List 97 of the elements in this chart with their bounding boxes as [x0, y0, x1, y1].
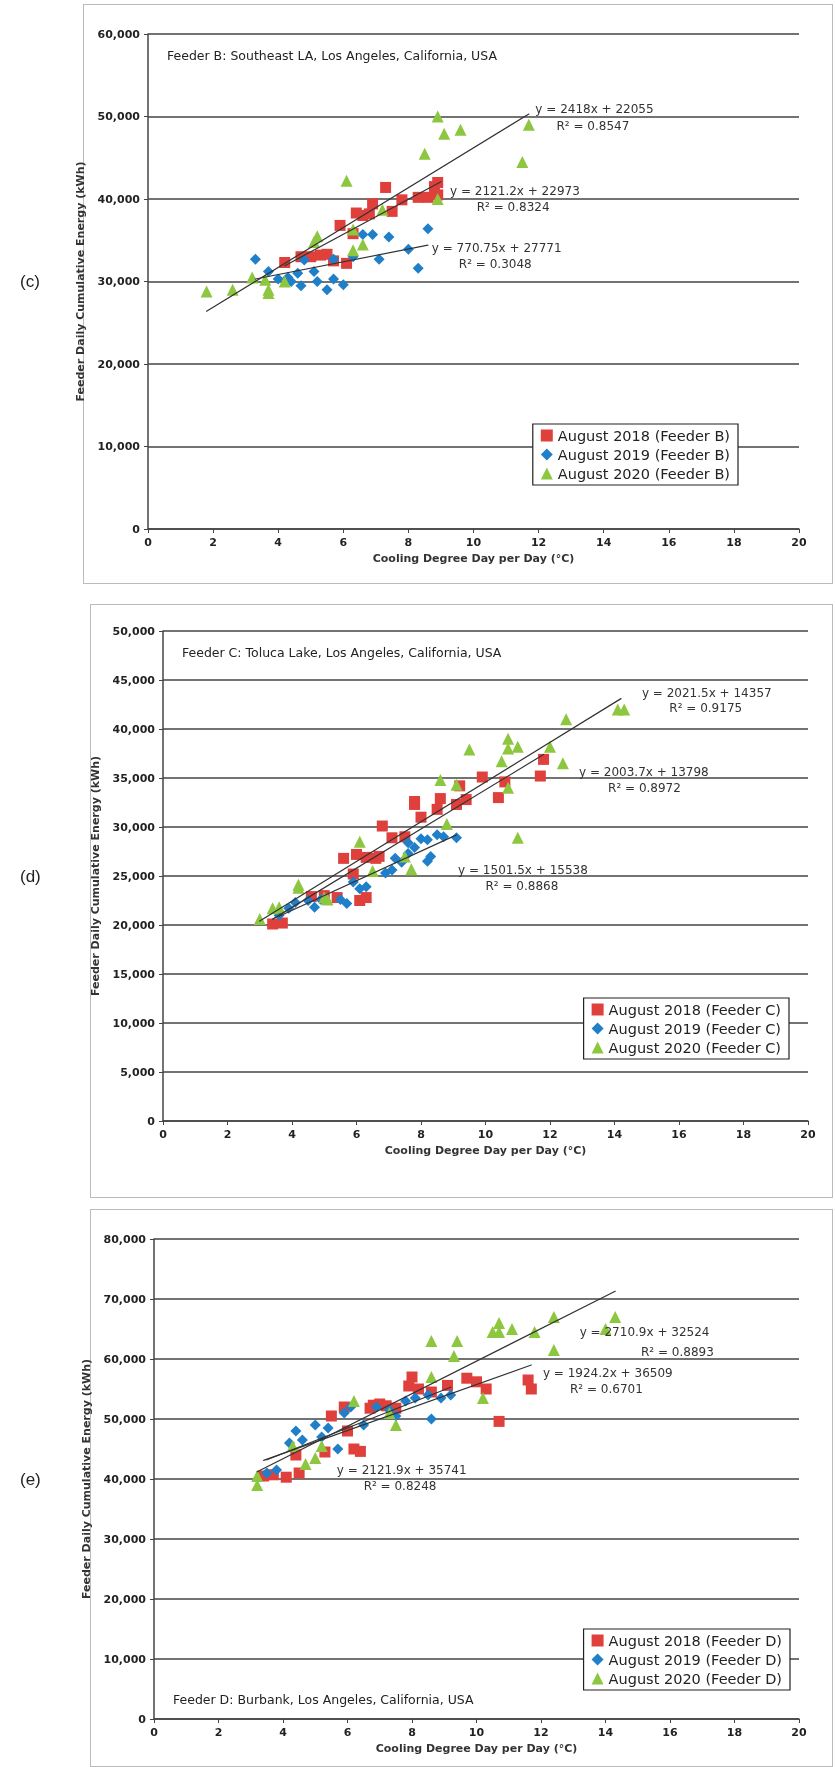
x-axis-title: Cooling Degree Day per Day (°C): [384, 1143, 587, 1157]
y-tick-label: 40,000: [97, 192, 141, 206]
x-tick-label: 2: [223, 1128, 232, 1141]
y-tick-label: 20,000: [97, 357, 141, 371]
legend-label: August 2020 (Feeder B): [557, 465, 731, 482]
annotation: R² = 0.3048: [458, 257, 532, 272]
x-tick-label: 14: [597, 1726, 614, 1739]
x-tick-label: 18: [726, 1726, 743, 1739]
annotation: y = 2003.7x + 13798: [579, 765, 709, 780]
x-tick-label: 2: [209, 536, 217, 549]
annotation: y = 770.75x + 27771: [431, 241, 562, 256]
annotation: R² = 0.8893: [640, 1344, 714, 1359]
legend-label: August 2018 (Feeder B): [557, 427, 731, 444]
x-tick-label: 10: [468, 1726, 485, 1739]
annotation: R² = 0.9175: [669, 701, 743, 716]
y-tick-label: 60,000: [103, 1352, 147, 1366]
x-tick-label: 14: [596, 536, 612, 549]
text: Feeder C: Toluca Lake, Los Angeles, California, USA: [182, 645, 502, 660]
legend-label: August 2019 (Feeder C): [608, 1020, 781, 1037]
text: Feeder D: Burbank, Los Angeles, California, USA: [173, 1692, 474, 1707]
legend-label: August 2019 (Feeder D): [608, 1651, 783, 1668]
annotation: R² = 0.8324: [476, 200, 550, 214]
x-tick-label: 12: [530, 536, 547, 549]
x-tick-label: 14: [606, 1128, 623, 1141]
annotation: y = 2710.9x + 32524: [579, 1325, 710, 1339]
x-tick-label: 16: [661, 536, 677, 549]
y-tick-label: 10,000: [97, 440, 141, 453]
annotation: R² = 0.8972: [608, 781, 681, 795]
y-tick-label: 20,000: [112, 918, 156, 932]
annotation: R² = 0.8868: [485, 879, 559, 893]
y-tick-label: 45,000: [112, 673, 156, 687]
x-tick-label: 4: [288, 1128, 297, 1141]
annotation: R² = 0.8547: [556, 118, 630, 133]
legend-label: August 2020 (Feeder C): [608, 1039, 781, 1056]
y-tick-label: 0: [138, 1712, 147, 1726]
x-tick-label: 8: [404, 536, 413, 549]
x-tick-label: 18: [735, 1128, 752, 1141]
x-tick-label: 16: [671, 1128, 687, 1141]
x-tick-label: 4: [279, 1726, 288, 1739]
y-tick-label: 10,000: [112, 1016, 156, 1030]
text: (e): [20, 1469, 41, 1489]
legend-label: August 2020 (Feeder D): [608, 1670, 783, 1687]
y-tick-label: 5,000: [120, 1065, 156, 1079]
annotation: y = 1501.5x + 15538: [458, 863, 588, 878]
x-tick-label: 12: [542, 1128, 558, 1141]
y-tick-label: 30,000: [97, 275, 141, 288]
x-axis-title: Cooling Degree Day per Day (°C): [375, 1741, 578, 1755]
x-tick-label: 18: [726, 536, 742, 549]
annotation: y = 2121.9x + 35741: [336, 1463, 467, 1477]
x-tick-label: 12: [533, 1726, 549, 1739]
text: Feeder B: Southeast LA, Los Angeles, California, USA: [167, 48, 498, 63]
y-tick-label: 0: [147, 1114, 156, 1128]
legend-label: August 2019 (Feeder B): [557, 446, 731, 463]
text: (c): [20, 272, 40, 291]
y-tick-label: 35,000: [112, 771, 156, 785]
x-tick-label: 20: [800, 1128, 816, 1141]
y-axis-title: Feeder Daily Cumulative Energy (kWh): [89, 756, 102, 996]
x-axis-title: Cooling Degree Day per Day (°C): [372, 551, 575, 565]
x-tick-label: 6: [352, 1128, 361, 1141]
y-tick-label: 0: [132, 522, 141, 536]
annotation: y = 2021.5x + 14357: [641, 686, 772, 701]
y-axis-title: Feeder Daily Cumulative Energy (kWh): [74, 161, 87, 402]
x-tick-label: 0: [159, 1128, 168, 1141]
annotation: R² = 0.8248: [363, 1479, 437, 1494]
x-tick-label: 20: [791, 1726, 807, 1739]
y-tick-label: 50,000: [97, 110, 141, 123]
y-tick-label: 80,000: [103, 1232, 147, 1246]
x-tick-label: 8: [408, 1726, 416, 1739]
y-tick-label: 60,000: [97, 27, 141, 41]
x-tick-label: 2: [214, 1726, 223, 1739]
x-tick-label: 8: [417, 1128, 425, 1141]
text: (d): [20, 866, 41, 886]
x-tick-label: 10: [465, 536, 482, 549]
y-tick-label: 30,000: [112, 820, 156, 834]
x-tick-label: 10: [477, 1128, 494, 1141]
x-tick-label: 6: [343, 1726, 352, 1739]
y-tick-label: 15,000: [112, 967, 156, 981]
y-tick-label: 25,000: [112, 869, 156, 883]
annotation: y = 2418x + 22055: [535, 102, 654, 117]
y-tick-label: 40,000: [103, 1472, 147, 1486]
y-tick-label: 50,000: [103, 1412, 147, 1426]
y-tick-label: 50,000: [112, 624, 156, 638]
x-tick-label: 6: [339, 536, 348, 549]
y-axis-title: Feeder Daily Cumulative Energy (kWh): [80, 1359, 93, 1599]
legend-label: August 2018 (Feeder C): [608, 1001, 781, 1018]
x-tick-label: 16: [662, 1726, 678, 1739]
annotation: R² = 0.6701: [570, 1382, 643, 1396]
y-tick-label: 10,000: [103, 1652, 147, 1666]
x-tick-label: 20: [791, 536, 807, 549]
x-tick-label: 4: [274, 536, 283, 549]
y-tick-label: 70,000: [103, 1292, 147, 1306]
y-tick-label: 30,000: [103, 1532, 147, 1546]
y-tick-label: 20,000: [103, 1592, 147, 1606]
y-tick-label: 40,000: [112, 722, 156, 736]
annotation: y = 1924.2x + 36509: [542, 1365, 673, 1380]
annotation: y = 2121.2x + 22973: [450, 184, 580, 198]
legend-label: August 2018 (Feeder D): [608, 1632, 783, 1649]
